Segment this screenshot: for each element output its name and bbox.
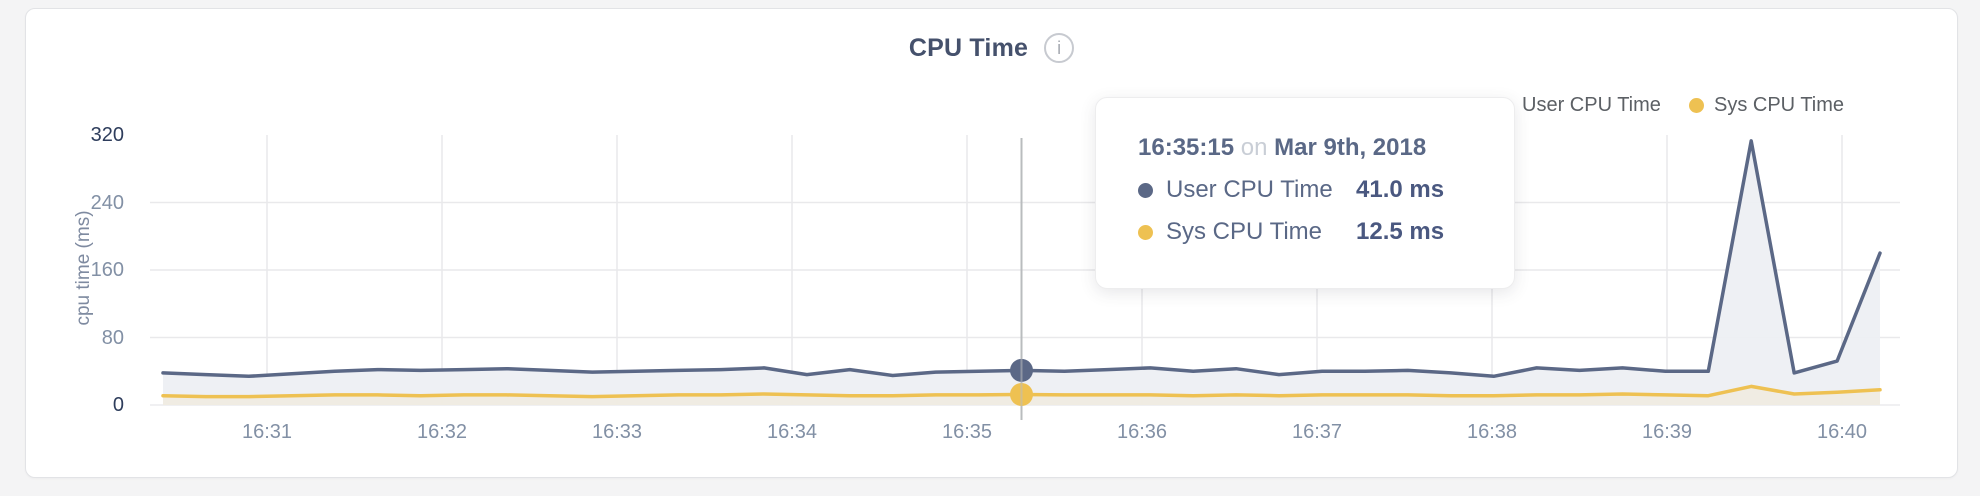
legend-item-sys-cpu-time[interactable]: Sys CPU Time xyxy=(1689,94,1844,117)
tooltip-label-sys: Sys CPU Time xyxy=(1166,218,1323,245)
legend-label-user: User CPU Time xyxy=(1522,94,1661,116)
tooltip-label-user: User CPU Time xyxy=(1166,176,1333,203)
x-tick-label: 16:31 xyxy=(241,421,293,443)
legend-label-sys: Sys CPU Time xyxy=(1714,94,1845,116)
tooltip-time: 16:35:15 xyxy=(1138,134,1235,161)
x-tick-label: 16:35 xyxy=(941,421,993,443)
chart-header: CPU Time i xyxy=(25,30,1958,66)
x-tick-label: 16:39 xyxy=(1641,421,1693,443)
y-tick-label: 240 xyxy=(90,191,124,214)
tooltip-header: 16:35:15 on Mar 9th, 2018 xyxy=(1138,134,1494,162)
y-tick-label: 320 xyxy=(90,124,124,146)
y-tick-label: 160 xyxy=(90,259,124,281)
tooltip-date: Mar 9th, 2018 xyxy=(1274,134,1427,161)
chart-title: CPU Time xyxy=(908,33,1029,62)
legend-item-user-cpu-time[interactable]: User CPU Time xyxy=(1497,94,1661,117)
x-tick-label: 16:40 xyxy=(1816,421,1868,443)
chart-tooltip: 16:35:15 on Mar 9th, 2018 User CPU Time … xyxy=(1095,97,1515,289)
area-user xyxy=(163,140,1880,405)
x-tick-label: 16:32 xyxy=(416,421,468,443)
x-tick-label: 16:36 xyxy=(1116,421,1168,443)
x-tick-label: 16:34 xyxy=(766,421,818,443)
tooltip-value-user: 41.0 ms xyxy=(1356,176,1445,203)
tooltip-dot-sys-icon xyxy=(1138,224,1153,240)
y-tick-label: 0 xyxy=(112,394,124,416)
x-tick-label: 16:33 xyxy=(591,421,643,443)
tooltip-row-user: User CPU Time 41.0 ms xyxy=(1138,176,1494,204)
x-tick-label: 16:37 xyxy=(1291,421,1343,443)
tooltip-row-sys: Sys CPU Time 12.5 ms xyxy=(1138,218,1494,246)
y-tick-label: 80 xyxy=(101,326,124,349)
tooltip-dot-user-icon xyxy=(1138,182,1153,198)
info-icon[interactable]: i xyxy=(1044,33,1075,63)
x-tick-label: 16:38 xyxy=(1466,421,1518,443)
tooltip-connector: on xyxy=(1240,134,1268,161)
info-icon-glyph: i xyxy=(1057,38,1062,58)
legend-dot-sys-icon xyxy=(1689,98,1704,113)
tooltip-value-sys: 12.5 ms xyxy=(1356,218,1445,245)
